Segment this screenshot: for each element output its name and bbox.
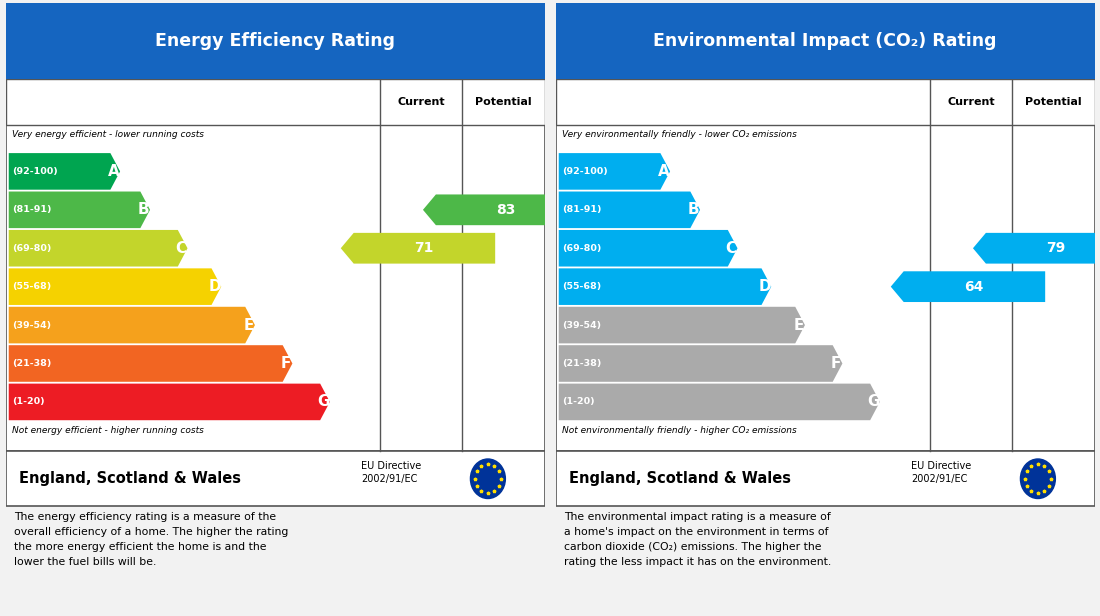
Text: EU Directive
2002/91/EC: EU Directive 2002/91/EC — [361, 461, 421, 484]
Text: Very environmentally friendly - lower CO₂ emissions: Very environmentally friendly - lower CO… — [562, 130, 796, 139]
Polygon shape — [974, 233, 1100, 264]
Polygon shape — [9, 230, 187, 267]
Text: (1-20): (1-20) — [562, 397, 595, 407]
Text: 83: 83 — [496, 203, 516, 217]
Text: Not environmentally friendly - higher CO₂ emissions: Not environmentally friendly - higher CO… — [562, 426, 796, 435]
Text: A: A — [108, 164, 120, 179]
Text: The energy efficiency rating is a measure of the
overall efficiency of a home. T: The energy efficiency rating is a measur… — [13, 513, 288, 567]
Bar — [6, 452, 544, 506]
Text: 64: 64 — [965, 280, 983, 294]
Text: England, Scotland & Wales: England, Scotland & Wales — [19, 471, 241, 486]
Text: (92-100): (92-100) — [12, 167, 57, 176]
Polygon shape — [559, 230, 737, 267]
Polygon shape — [559, 307, 805, 343]
Text: (69-80): (69-80) — [12, 244, 52, 253]
Text: (39-54): (39-54) — [12, 320, 51, 330]
Text: (55-68): (55-68) — [562, 282, 602, 291]
Text: F: F — [830, 356, 842, 371]
Polygon shape — [559, 153, 670, 190]
Text: Environmental Impact (CO₂) Rating: Environmental Impact (CO₂) Rating — [653, 32, 997, 50]
Text: 71: 71 — [415, 241, 433, 255]
Polygon shape — [9, 192, 150, 228]
Text: F: F — [280, 356, 292, 371]
Text: D: D — [209, 279, 221, 294]
Text: Potential: Potential — [475, 97, 531, 107]
Polygon shape — [9, 269, 221, 305]
Text: Very energy efficient - lower running costs: Very energy efficient - lower running co… — [12, 130, 203, 139]
Polygon shape — [341, 233, 495, 264]
Bar — [556, 452, 1094, 506]
Text: B: B — [138, 202, 150, 217]
Text: A: A — [658, 164, 670, 179]
Text: (81-91): (81-91) — [12, 205, 52, 214]
Polygon shape — [891, 271, 1045, 302]
Text: (1-20): (1-20) — [12, 397, 45, 407]
Polygon shape — [424, 195, 578, 225]
Text: (69-80): (69-80) — [562, 244, 602, 253]
Circle shape — [1021, 459, 1055, 498]
Text: (21-38): (21-38) — [12, 359, 52, 368]
Bar — [556, 79, 1094, 452]
Polygon shape — [9, 153, 120, 190]
Text: Potential: Potential — [1025, 97, 1081, 107]
Text: G: G — [317, 394, 330, 410]
Text: D: D — [759, 279, 771, 294]
Text: G: G — [867, 394, 880, 410]
Polygon shape — [559, 269, 771, 305]
Text: 79: 79 — [1046, 241, 1066, 255]
Text: C: C — [726, 241, 737, 256]
Bar — [6, 79, 544, 452]
Text: The environmental impact rating is a measure of
a home's impact on the environme: The environmental impact rating is a mea… — [563, 513, 830, 567]
Text: England, Scotland & Wales: England, Scotland & Wales — [569, 471, 791, 486]
Bar — [556, 79, 1094, 125]
Text: E: E — [793, 318, 804, 333]
Polygon shape — [559, 345, 843, 382]
Text: E: E — [243, 318, 254, 333]
Text: EU Directive
2002/91/EC: EU Directive 2002/91/EC — [911, 461, 971, 484]
Polygon shape — [559, 384, 880, 420]
Text: Current: Current — [397, 97, 446, 107]
Circle shape — [471, 459, 505, 498]
Text: C: C — [176, 241, 187, 256]
Bar — [6, 79, 544, 125]
Polygon shape — [9, 384, 330, 420]
Text: (39-54): (39-54) — [562, 320, 601, 330]
Text: Not energy efficient - higher running costs: Not energy efficient - higher running co… — [12, 426, 203, 435]
Polygon shape — [559, 192, 700, 228]
Text: Current: Current — [947, 97, 996, 107]
Text: (81-91): (81-91) — [562, 205, 602, 214]
Bar — [556, 3, 1094, 79]
Bar — [6, 3, 544, 79]
Text: (21-38): (21-38) — [562, 359, 602, 368]
Polygon shape — [9, 307, 255, 343]
Text: (55-68): (55-68) — [12, 282, 52, 291]
Text: (92-100): (92-100) — [562, 167, 607, 176]
Polygon shape — [9, 345, 293, 382]
Text: Energy Efficiency Rating: Energy Efficiency Rating — [155, 32, 395, 50]
Text: B: B — [688, 202, 700, 217]
